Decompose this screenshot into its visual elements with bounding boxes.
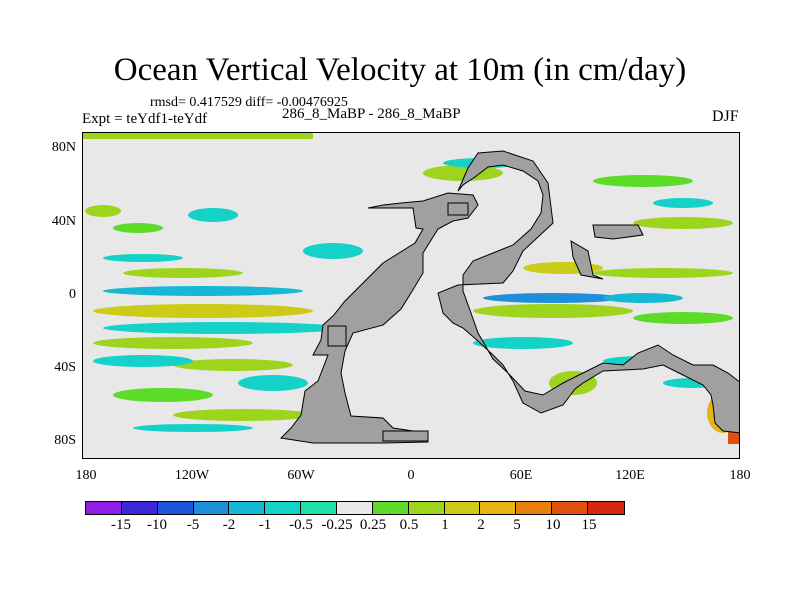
colorbar-swatch [480,502,517,514]
y-label-40n: 40N [51,214,76,229]
y-label-80n: 80N [51,140,76,155]
colorbar-level-label: -0.25 [321,517,353,533]
x-label-180e: 180 [729,468,751,483]
eurasia-africa [437,150,739,434]
colorbar-swatch [193,502,230,514]
x-label-60w: 60W [287,468,315,483]
colorbar-level-label: 2 [477,517,485,533]
colorbar-swatch [265,502,302,514]
upwelling-regions [83,133,739,444]
colorbar-swatch [301,502,338,514]
colorbar-swatch [552,502,589,514]
colorbar-level-label: 15 [581,517,597,533]
x-label-60e: 60E [509,468,533,483]
map-title: Ocean Vertical Velocity at 10m (in cm/da… [113,52,687,88]
x-label-120w: 120W [174,468,210,483]
colorbar [85,501,625,515]
island-west [327,325,347,347]
colorbar-level-label: -1 [258,517,272,533]
x-label-120e: 120E [615,468,645,483]
experiment-label: Expt = teYdf1-teYdf [82,111,208,127]
map-panel [82,132,740,459]
colorbar-level-label: -5 [186,517,200,533]
colorbar-level-label: 10 [545,517,561,533]
antarctica [382,430,429,442]
colorbar-level-label: 0.25 [359,517,387,533]
colorbar-swatch [372,502,409,514]
colorbar-level-label: -0.5 [289,517,313,533]
stats-label: rmsd= 0.417529 diff= -0.00476925 [150,95,348,110]
colorbar-level-label: 0.5 [399,517,419,533]
x-label-180w: 180 [75,468,97,483]
colorbar-level-label: -2 [222,517,236,533]
colorbar-level-label: -15 [111,517,131,533]
colorbar-swatch [408,502,445,514]
colorbar-level-label: 1 [441,517,449,533]
colorbar-level-label: -10 [147,517,167,533]
colorbar-swatch [121,502,158,514]
island-southeast [570,240,604,280]
land-masses [279,150,739,444]
y-label-0: 0 [69,287,76,302]
island-east [592,224,644,240]
colorbar-level-label: 5 [513,517,521,533]
colorbar-swatch [337,502,373,514]
season-label: DJF [712,108,739,125]
colorbar-swatch [86,502,122,514]
colorbar-swatch [516,502,553,514]
world-map [83,133,739,444]
y-label-40s: 40S [54,360,76,375]
comparison-label: 286_8_MaBP - 286_8_MaBP [282,106,461,122]
island-north [447,202,469,216]
colorbar-swatch [588,502,624,514]
x-label-0: 0 [407,468,415,483]
colorbar-swatch [157,502,194,514]
colorbar-swatch [444,502,481,514]
colorbar-swatch [229,502,266,514]
y-label-80s: 80S [54,433,76,448]
